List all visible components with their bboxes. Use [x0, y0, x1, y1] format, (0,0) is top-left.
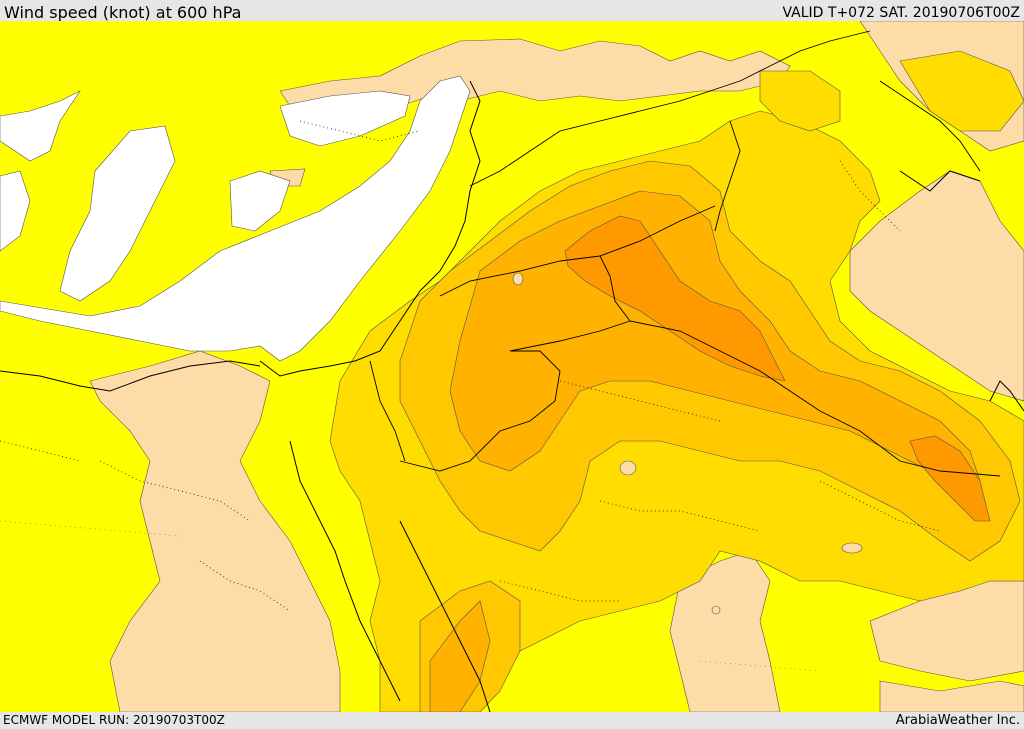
coast-gulf — [989, 380, 1024, 412]
border-saudi-jordan-2 — [509, 320, 631, 352]
feature-1 — [619, 460, 637, 476]
calm-areas — [0, 75, 471, 362]
dotted-4 — [599, 500, 761, 532]
credit: ArabiaWeather Inc. — [895, 713, 1020, 728]
band-3-northeast — [759, 70, 841, 132]
calm-area-west — [59, 125, 176, 302]
map-footer: ECMWF MODEL RUN: 20190703T00Z ArabiaWeat… — [0, 712, 1024, 729]
low-wind-area-egypt — [89, 350, 341, 712]
graticule — [0, 520, 821, 672]
border-syria-jordan — [439, 205, 716, 297]
dotted-9 — [0, 440, 81, 462]
border-jordan-iraq — [599, 255, 631, 322]
feature-2 — [711, 605, 721, 615]
band-5-south — [429, 600, 491, 712]
internal-boundaries — [0, 120, 941, 612]
low-wind-area-iran — [849, 170, 1024, 402]
valid-time: VALID T+072 SAT. 20190706T00Z — [782, 5, 1020, 21]
borders — [369, 30, 1001, 477]
model-run: ECMWF MODEL RUN: 20190703T00Z — [3, 713, 225, 727]
coast-caspian-side — [899, 170, 981, 192]
dotted-7 — [299, 120, 421, 142]
calm-area-main — [0, 75, 471, 362]
border-iran-iraq — [769, 30, 871, 67]
coast-levant — [259, 80, 481, 377]
map-title: Wind speed (knot) at 600 hPa — [4, 3, 242, 22]
feature-4 — [512, 272, 524, 286]
feature-3 — [841, 542, 863, 554]
coastlines — [0, 80, 1024, 712]
band-3-east-tongue — [899, 50, 1024, 132]
coast-red-sea-east — [399, 520, 491, 712]
graticule-1 — [0, 520, 181, 537]
calm-area-north — [279, 90, 411, 147]
border-saudi-jordan — [399, 350, 561, 472]
dotted-8 — [499, 580, 620, 602]
calm-area-aegean — [0, 90, 81, 162]
coast-red-sea — [289, 440, 401, 702]
map-header: Wind speed (knot) at 600 hPa VALID T+072… — [0, 0, 1024, 22]
low-wind-area-southeast — [879, 680, 1024, 712]
coast-africa — [0, 360, 261, 392]
border-egypt-israel — [369, 360, 406, 462]
border-syria-iraq — [469, 65, 771, 187]
border-iran-west — [879, 80, 981, 172]
wind-band-6 — [564, 215, 991, 522]
wind-speed-map[interactable] — [0, 21, 1024, 712]
small-features — [512, 272, 863, 615]
band-6-east-streak — [909, 435, 991, 522]
calm-area-left-edge — [0, 170, 31, 252]
border-iraq-north — [714, 120, 741, 232]
border-saudi-iraq — [629, 320, 1001, 477]
band-6-core — [564, 215, 786, 382]
calm-area-crete — [229, 170, 291, 232]
graticule-2 — [699, 660, 821, 672]
